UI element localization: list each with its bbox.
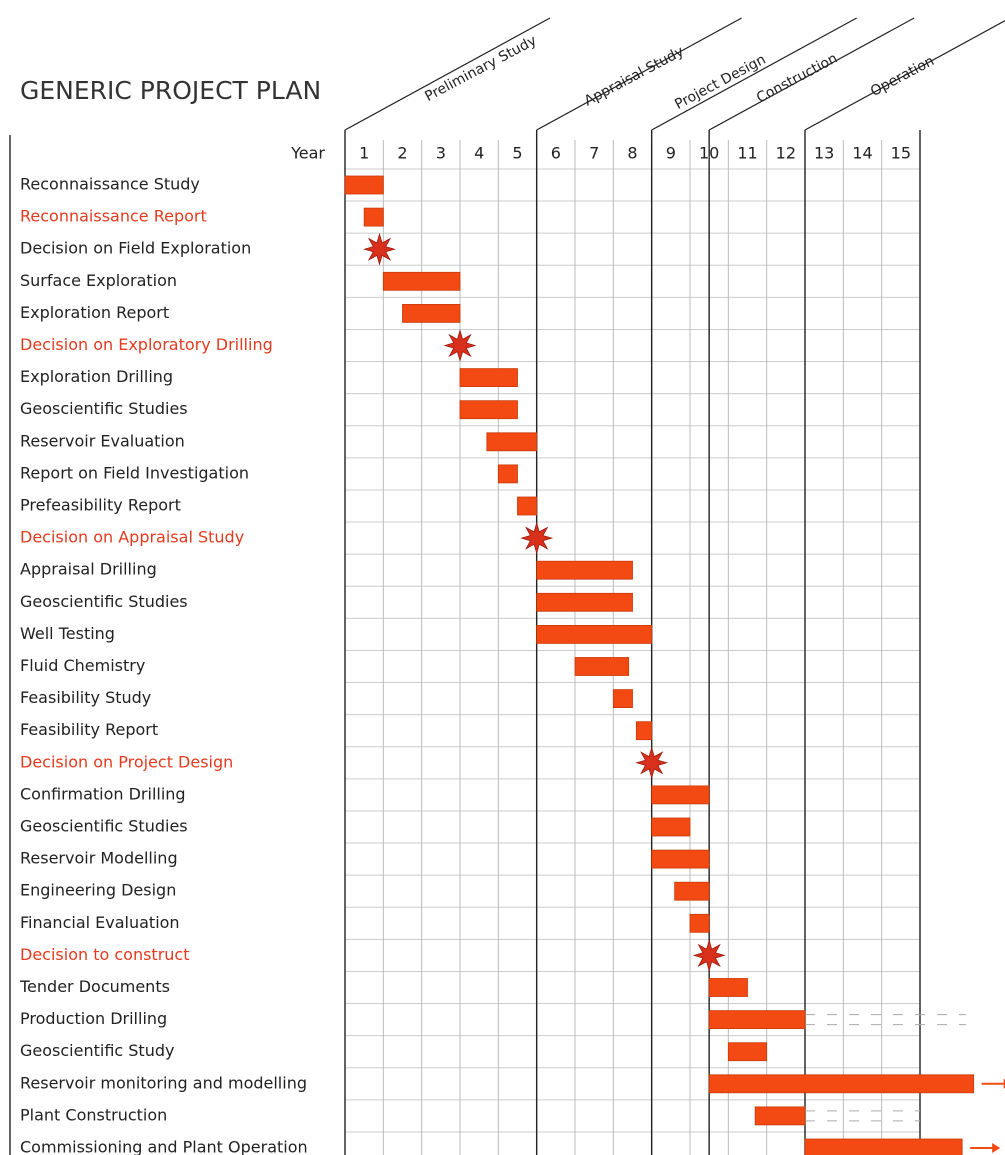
task-bar — [635, 721, 653, 741]
year-label: 6 — [551, 144, 561, 163]
task-bar — [517, 496, 538, 516]
year-label: 13 — [814, 144, 834, 163]
task-label: Decision on Exploratory Drilling — [20, 335, 273, 354]
year-label: 3 — [436, 144, 446, 163]
year-label: 4 — [474, 144, 484, 163]
task-bar — [344, 175, 384, 195]
phase-label: Operation — [868, 53, 937, 100]
task-label: Appraisal Drilling — [20, 560, 157, 579]
task-label: Tender Documents — [19, 977, 170, 996]
year-label: 8 — [627, 144, 637, 163]
year-label: 2 — [397, 144, 407, 163]
task-bar — [459, 368, 518, 388]
task-label: Reconnaissance Report — [20, 207, 207, 226]
task-label: Decision on Field Exploration — [20, 239, 251, 258]
phase-label: Construction — [754, 50, 840, 106]
year-label: 14 — [852, 144, 872, 163]
task-bar — [612, 689, 633, 708]
year-label: 7 — [589, 144, 599, 163]
task-bar — [754, 1106, 806, 1126]
year-label: 5 — [512, 144, 522, 163]
task-label: Fluid Chemistry — [20, 656, 145, 675]
phase-diagonal — [804, 20, 1005, 131]
task-label: Reservoir Modelling — [20, 849, 178, 868]
task-label: Prefeasibility Report — [20, 496, 181, 515]
task-label: Reconnaissance Study — [20, 175, 200, 194]
task-bar — [536, 560, 633, 580]
task-bar — [727, 1042, 768, 1062]
task-bar — [574, 657, 630, 676]
milestone — [363, 232, 396, 266]
milestone — [443, 329, 477, 362]
task-label: Surface Exploration — [20, 271, 177, 290]
task-label: Geoscientific Studies — [20, 592, 188, 611]
task-bar — [689, 913, 710, 933]
task-label: Confirmation Drilling — [20, 784, 186, 803]
phase-label: Preliminary Study — [422, 33, 539, 105]
task-label: Reservoir Evaluation — [20, 431, 185, 450]
milestone — [692, 938, 726, 972]
phase-diagonal — [536, 17, 742, 131]
task-label: Decision to construct — [20, 945, 189, 964]
task-label: Exploration Report — [20, 303, 169, 322]
task-bar — [536, 625, 653, 644]
task-bar — [651, 785, 710, 805]
task-label: Engineering Design — [20, 881, 176, 900]
task-label: Geoscientific Study — [20, 1041, 174, 1060]
task-label: Report on Field Investigation — [20, 463, 249, 482]
task-bar — [708, 978, 748, 997]
task-label: Plant Construction — [20, 1105, 167, 1124]
task-bar — [708, 1010, 806, 1029]
task-label: Production Drilling — [20, 1009, 167, 1028]
task-label: Decision on Project Design — [20, 752, 233, 771]
task-bar — [363, 207, 384, 227]
task-label: Exploration Drilling — [20, 367, 173, 386]
phase-diagonal — [651, 17, 857, 131]
task-label: Well Testing — [20, 624, 115, 643]
arrow-head — [992, 1143, 1001, 1153]
task-label: Financial Evaluation — [20, 913, 180, 932]
task-label: Geoscientific Studies — [20, 399, 188, 418]
milestone — [635, 746, 669, 780]
year-label: 15 — [891, 144, 911, 163]
task-label: Feasibility Report — [20, 720, 158, 739]
milestone — [520, 521, 554, 555]
phase-label: Appraisal Study — [582, 44, 687, 110]
year-label: 12 — [776, 144, 796, 163]
year-label: 9 — [666, 144, 676, 163]
task-label: Feasibility Study — [20, 688, 151, 707]
task-bar — [382, 271, 461, 291]
phase-label: Project Design — [672, 52, 768, 113]
task-label: Reservoir monitoring and modelling — [20, 1073, 307, 1092]
task-bar — [804, 1138, 963, 1155]
phase-diagonal — [344, 17, 551, 131]
task-bar — [651, 849, 710, 869]
phase-diagonal — [708, 17, 915, 131]
task-bar — [497, 464, 518, 484]
x-axis-label: Year — [290, 144, 325, 163]
task-bar — [708, 1074, 975, 1094]
task-bar — [486, 432, 538, 452]
task-bar — [402, 303, 461, 323]
task-bar — [536, 592, 633, 612]
task-bar — [459, 400, 518, 420]
year-label: 11 — [737, 144, 757, 163]
chart-title: GENERIC PROJECT PLAN — [20, 76, 321, 105]
year-label: 1 — [359, 144, 369, 163]
task-label: Geoscientific Studies — [20, 817, 188, 836]
task-label: Decision on Appraisal Study — [20, 528, 244, 547]
task-bar — [651, 817, 691, 837]
task-label: Commissioning and Plant Operation — [20, 1138, 308, 1155]
task-bar — [674, 881, 710, 901]
